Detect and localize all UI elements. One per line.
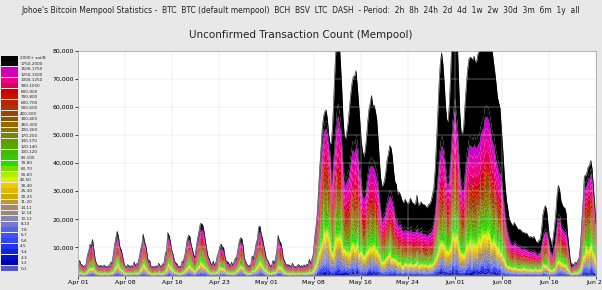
Text: 20-25: 20-25	[20, 195, 33, 199]
Text: 2-3: 2-3	[20, 255, 27, 260]
Text: 4-5: 4-5	[20, 244, 27, 249]
Bar	[1, 222, 18, 226]
Text: 25-30: 25-30	[20, 189, 33, 193]
Bar	[1, 111, 18, 116]
Bar	[1, 177, 18, 182]
Bar	[1, 144, 18, 149]
Text: 1-2: 1-2	[20, 261, 27, 265]
Text: 60-70: 60-70	[20, 167, 33, 171]
Text: 10-12: 10-12	[20, 217, 32, 221]
Bar	[1, 100, 18, 105]
Text: 300-400: 300-400	[20, 117, 37, 121]
Text: Unconfirmed Transaction Count (Mempool): Unconfirmed Transaction Count (Mempool)	[189, 30, 413, 40]
Bar	[1, 122, 18, 127]
Bar	[1, 106, 18, 110]
Bar	[1, 233, 18, 238]
Bar	[1, 244, 18, 249]
Bar	[1, 183, 18, 188]
Text: 11-20: 11-20	[20, 200, 32, 204]
Bar	[1, 83, 18, 88]
Text: 700-800: 700-800	[20, 95, 37, 99]
Text: 500-600: 500-600	[20, 106, 37, 110]
Bar	[1, 56, 18, 61]
Bar	[1, 117, 18, 122]
Bar	[1, 89, 18, 94]
Bar	[1, 133, 18, 138]
Text: 3-4: 3-4	[20, 250, 27, 254]
Text: 40-50: 40-50	[20, 178, 33, 182]
Bar	[1, 194, 18, 199]
Bar	[1, 78, 18, 83]
Bar	[1, 161, 18, 166]
Bar	[1, 227, 18, 232]
Text: 50-60: 50-60	[20, 173, 33, 177]
Text: 900-1000: 900-1000	[20, 84, 40, 88]
Text: 1250-1500: 1250-1500	[20, 73, 43, 77]
Bar	[1, 238, 18, 243]
Bar	[1, 150, 18, 155]
Bar	[1, 67, 18, 72]
Bar	[1, 260, 18, 265]
Text: 140-170: 140-170	[20, 139, 37, 143]
Bar	[1, 61, 18, 66]
Text: 70-80: 70-80	[20, 162, 33, 166]
Text: 7-8: 7-8	[20, 228, 27, 232]
Text: 100-120: 100-120	[20, 151, 37, 154]
Text: 0-1: 0-1	[20, 267, 27, 271]
Text: Johoe's Bitcoin Mempool Statistics -  BTC  BTC (default mempool)  BCH  BSV  LTC : Johoe's Bitcoin Mempool Statistics - BTC…	[22, 6, 580, 15]
Bar	[1, 128, 18, 133]
Text: 400-500: 400-500	[20, 112, 37, 116]
Text: 12-14: 12-14	[20, 211, 32, 215]
Bar	[1, 95, 18, 99]
Text: 170-200: 170-200	[20, 134, 37, 138]
Text: 1750-2000: 1750-2000	[20, 62, 43, 66]
Bar	[1, 139, 18, 144]
Text: 600-700: 600-700	[20, 101, 37, 105]
Text: 120-140: 120-140	[20, 145, 37, 149]
Bar	[1, 166, 18, 171]
Text: 5-6: 5-6	[20, 239, 27, 243]
Bar	[1, 255, 18, 260]
Text: 260-300: 260-300	[20, 123, 37, 127]
Bar	[1, 205, 18, 210]
Text: 80-100: 80-100	[20, 156, 35, 160]
Bar	[1, 249, 18, 254]
Text: 1000-1250: 1000-1250	[20, 79, 43, 82]
Bar	[1, 172, 18, 177]
Text: 2000+ sat/B: 2000+ sat/B	[20, 56, 46, 60]
Bar	[1, 155, 18, 160]
Text: 800-900: 800-900	[20, 90, 37, 94]
Bar	[1, 216, 18, 221]
Bar	[1, 188, 18, 193]
Bar	[1, 72, 18, 77]
Text: 30-40: 30-40	[20, 184, 33, 188]
Bar	[1, 266, 18, 271]
Text: 8-10: 8-10	[20, 222, 29, 226]
Bar	[1, 211, 18, 215]
Bar	[1, 200, 18, 204]
Text: 200-260: 200-260	[20, 128, 37, 132]
Text: 6-7: 6-7	[20, 233, 27, 238]
Text: 14-11: 14-11	[20, 206, 32, 210]
Text: 1500-1750: 1500-1750	[20, 67, 43, 71]
